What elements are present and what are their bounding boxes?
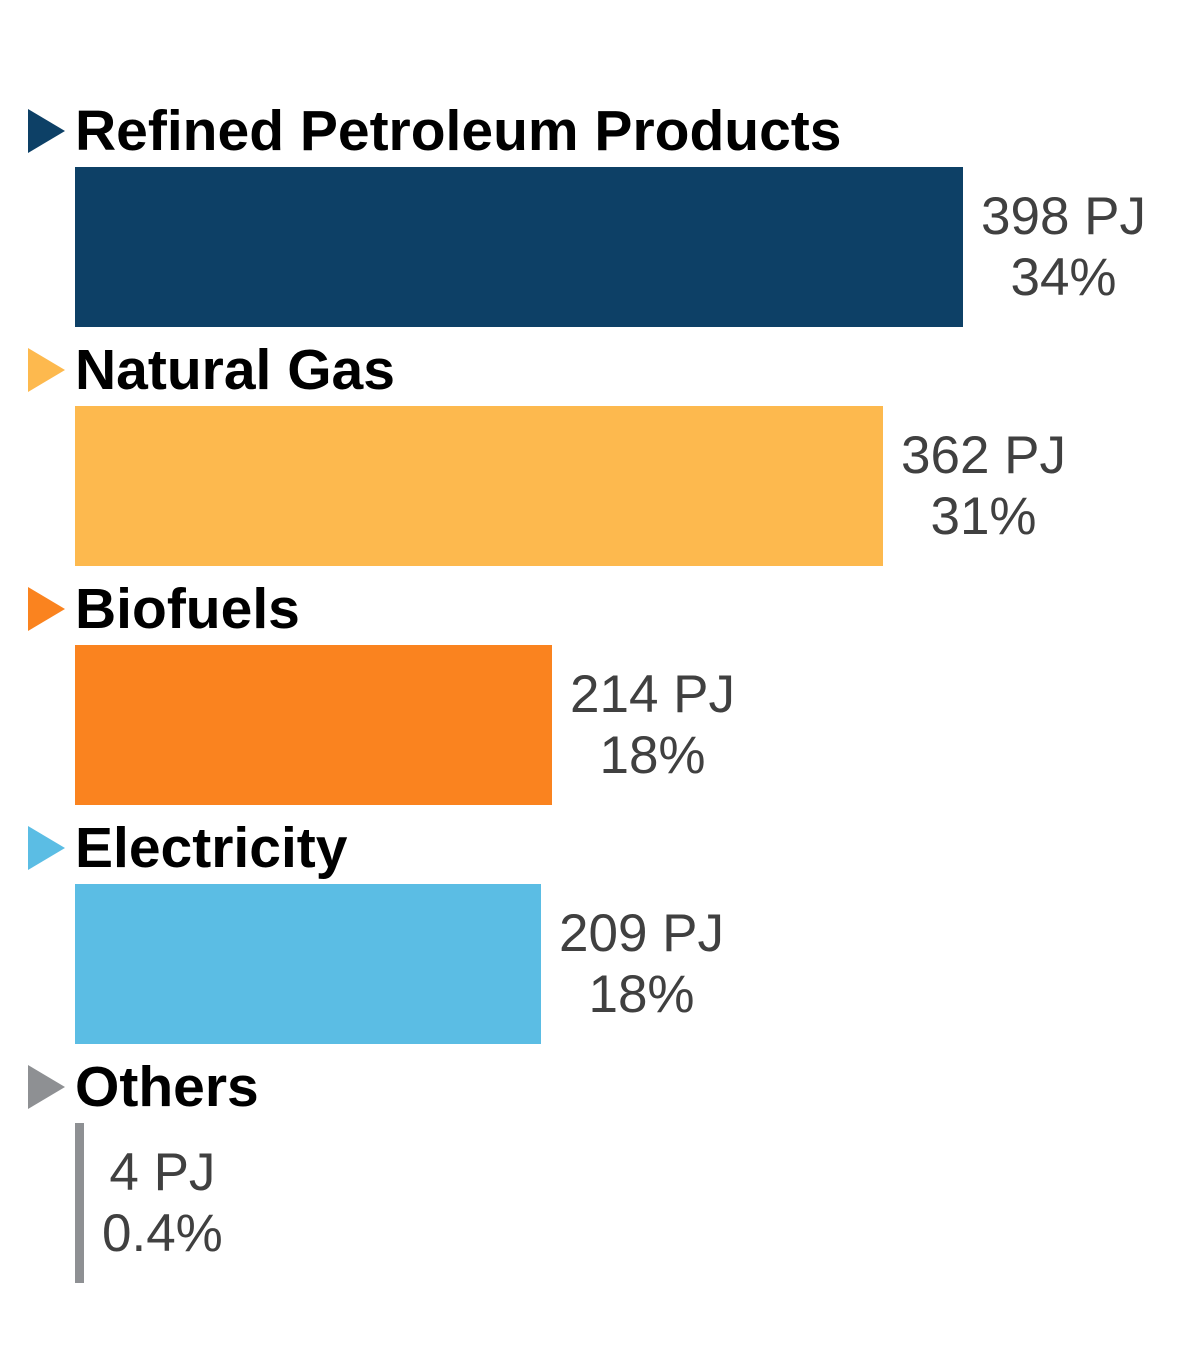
bar-row: 4 PJ 0.4% — [75, 1123, 1200, 1283]
category-label: Others — [75, 1054, 259, 1119]
percent-label: 34% — [1010, 248, 1117, 307]
chart-category-section: Biofuels 214 PJ 18% — [0, 577, 1200, 805]
triangle-marker-icon — [28, 1065, 65, 1109]
category-header: Refined Petroleum Products — [0, 99, 1200, 163]
percent-label: 0.4% — [102, 1204, 223, 1263]
triangle-marker-icon — [28, 826, 65, 870]
bar — [75, 1123, 84, 1283]
data-label: 362 PJ 31% — [901, 425, 1066, 548]
category-label: Natural Gas — [75, 337, 395, 402]
category-label: Electricity — [75, 815, 348, 880]
category-label: Refined Petroleum Products — [75, 98, 842, 163]
chart-category-section: Electricity 209 PJ 18% — [0, 816, 1200, 1044]
category-header: Others — [0, 1055, 1200, 1119]
value-label: 398 PJ — [981, 186, 1147, 246]
value-label: 4 PJ — [109, 1142, 216, 1202]
value-label: 362 PJ — [901, 425, 1067, 485]
data-label: 398 PJ 34% — [981, 186, 1146, 309]
data-label: 209 PJ 18% — [559, 903, 724, 1026]
percent-label: 31% — [930, 487, 1037, 546]
bar — [75, 406, 883, 566]
chart-category-section: Refined Petroleum Products 398 PJ 34% — [0, 99, 1200, 327]
percent-label: 18% — [599, 726, 706, 785]
category-header: Electricity — [0, 816, 1200, 880]
chart-category-section: Natural Gas 362 PJ 31% — [0, 338, 1200, 566]
category-label: Biofuels — [75, 576, 300, 641]
bar — [75, 884, 541, 1044]
data-label: 4 PJ 0.4% — [102, 1142, 223, 1265]
category-header: Natural Gas — [0, 338, 1200, 402]
horizontal-bar-chart: Refined Petroleum Products 398 PJ 34% Na… — [0, 99, 1200, 1283]
data-label: 214 PJ 18% — [570, 664, 735, 787]
bar-row: 362 PJ 31% — [75, 406, 1200, 566]
bar — [75, 167, 963, 327]
value-label: 209 PJ — [559, 903, 725, 963]
triangle-marker-icon — [28, 587, 65, 631]
bar-row: 214 PJ 18% — [75, 645, 1200, 805]
triangle-marker-icon — [28, 348, 65, 392]
category-header: Biofuels — [0, 577, 1200, 641]
chart-category-section: Others 4 PJ 0.4% — [0, 1055, 1200, 1283]
bar — [75, 645, 552, 805]
bar-row: 209 PJ 18% — [75, 884, 1200, 1044]
triangle-marker-icon — [28, 109, 65, 153]
percent-label: 18% — [588, 965, 695, 1024]
bar-row: 398 PJ 34% — [75, 167, 1200, 327]
value-label: 214 PJ — [570, 664, 736, 724]
